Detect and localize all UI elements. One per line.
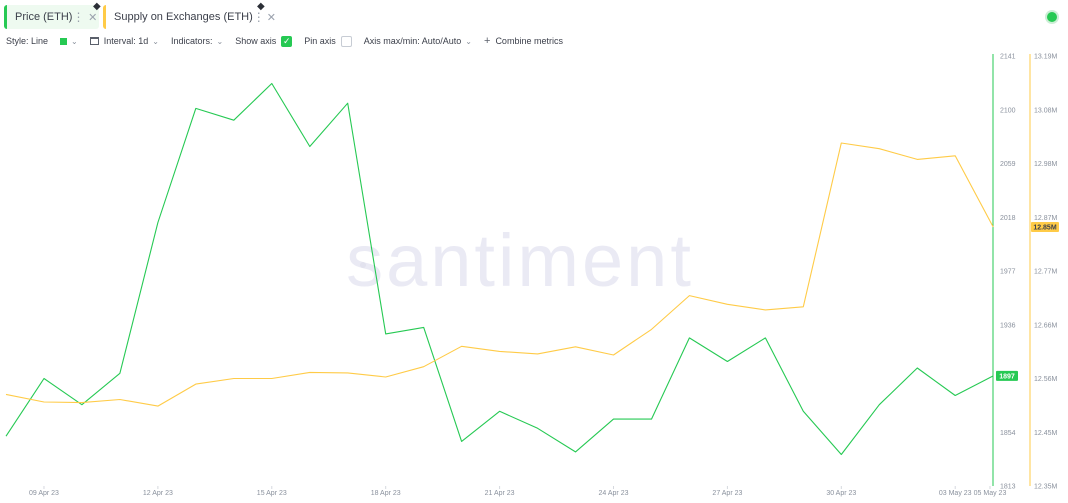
- price-series-line: [5, 82, 994, 456]
- x-axis-tick: 24 Apr 23: [599, 490, 629, 497]
- y-axis-left-tick: 2100: [1000, 107, 1016, 114]
- close-icon[interactable]: ✕: [88, 11, 98, 24]
- x-axis-tick: 03 May 23: [939, 490, 972, 497]
- supply-last-value-badge: [1031, 221, 1059, 232]
- y-axis-right-tick: 13.19M: [1034, 54, 1058, 61]
- last-value-label: 1897: [999, 373, 1015, 380]
- metric-tab-price[interactable]: Price (ETH) ⋮ ✕: [4, 5, 99, 29]
- calendar-icon: [89, 37, 99, 45]
- color-swatch-icon: [60, 37, 68, 45]
- chevron-down-icon: ⌄: [465, 36, 472, 46]
- y-axis-right-tick: 12.77M: [1034, 269, 1058, 276]
- indicators-label: Indicators:: [170, 36, 213, 46]
- supply-series-line: [5, 142, 994, 407]
- checkbox-checked-icon[interactable]: ✓: [281, 35, 293, 47]
- x-axis-tick: 12 Apr 23: [143, 490, 173, 497]
- last-value-label: 12.85M: [1033, 224, 1057, 231]
- y-axis-left-tick: 2059: [1000, 161, 1016, 168]
- y-axis-left-tick: 1936: [1000, 322, 1016, 329]
- interval-dropdown[interactable]: Interval: 1d ⌄: [89, 36, 159, 46]
- y-axis-left-tick: 1813: [1000, 484, 1016, 491]
- more-options-icon[interactable]: ⋮: [72, 10, 85, 24]
- santiment-watermark: santiment: [346, 219, 694, 302]
- style-dropdown[interactable]: Style: Line: [6, 36, 48, 46]
- interval-label: Interval: 1d: [103, 36, 149, 46]
- combine-metrics-button[interactable]: + Combine metrics: [484, 35, 563, 47]
- y-axis-left-tick: 2018: [1000, 215, 1016, 222]
- checkbox-unchecked-icon[interactable]: [340, 35, 352, 47]
- axis-maxmin-dropdown[interactable]: Axis max/min: Auto/Auto ⌄: [364, 36, 472, 46]
- ethereum-icon: ◆: [257, 1, 265, 12]
- watermark-dot: [360, 262, 366, 268]
- style-label: Style: Line: [6, 36, 49, 46]
- x-axis-tick: 21 Apr 23: [485, 490, 515, 497]
- x-axis-tick: 09 Apr 23: [29, 490, 59, 497]
- chart-toolbar: Style: Line ⌄ Interval: 1d ⌄ Indicators:…: [6, 34, 575, 48]
- show-axis-label: Show axis: [235, 36, 277, 46]
- pin-axis-toggle[interactable]: Pin axis: [304, 35, 352, 47]
- chevron-down-icon: ⌄: [71, 36, 78, 46]
- y-axis-left-tick: 1854: [1000, 430, 1016, 437]
- indicators-dropdown[interactable]: Indicators: ⌄: [171, 36, 223, 46]
- more-options-icon[interactable]: ⋮: [252, 10, 265, 24]
- x-axis-tick: 05 May 23: [974, 490, 1007, 497]
- y-axis-left-tick: 2141: [1000, 54, 1016, 61]
- x-axis-tick: 15 Apr 23: [257, 490, 287, 497]
- show-axis-toggle[interactable]: Show axis ✓: [235, 35, 293, 47]
- ethereum-icon: ◆: [93, 1, 101, 12]
- y-axis-right-tick: 12.35M: [1034, 484, 1058, 491]
- live-status-indicator: [1047, 12, 1057, 22]
- price-last-value-badge: [996, 370, 1018, 381]
- pin-axis-label: Pin axis: [304, 36, 336, 46]
- x-axis-tick: 18 Apr 23: [371, 490, 401, 497]
- x-axis-tick: 27 Apr 23: [712, 490, 742, 497]
- metric-tab-supply[interactable]: Supply on Exchanges (ETH) ⋮ ✕: [103, 5, 276, 29]
- plus-icon: +: [484, 35, 491, 47]
- y-axis-right-tick: 12.56M: [1034, 376, 1058, 383]
- y-axis-right-tick: 12.66M: [1034, 322, 1058, 329]
- y-axis-right-tick: 12.98M: [1034, 161, 1058, 168]
- y-axis-left-tick: 1977: [1000, 269, 1016, 276]
- color-picker[interactable]: ⌄: [60, 37, 78, 46]
- chevron-down-icon: ⌄: [152, 36, 159, 46]
- metric-tab-supply-label: Supply on Exchanges (ETH): [114, 11, 253, 23]
- axis-maxmin-label: Axis max/min: Auto/Auto: [363, 36, 462, 46]
- metric-tab-price-label: Price (ETH): [15, 11, 73, 23]
- chevron-down-icon: ⌄: [216, 36, 224, 46]
- y-axis-right-tick: 12.45M: [1034, 430, 1058, 437]
- y-axis-right-tick: 12.87M: [1034, 215, 1058, 222]
- y-axis-right-tick: 13.08M: [1034, 107, 1058, 114]
- close-icon[interactable]: ✕: [266, 11, 277, 24]
- combine-metrics-label: Combine metrics: [495, 36, 563, 46]
- x-axis-tick: 30 Apr 23: [826, 490, 856, 497]
